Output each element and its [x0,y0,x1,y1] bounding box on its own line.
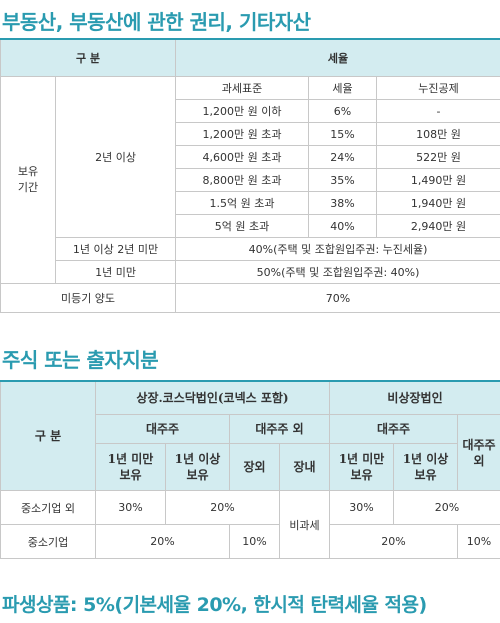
cell-sme-listed-major: 20% [95,524,230,559]
header-onmarket: 장내 [278,443,331,491]
cell-deduction: 1,490만 원 [376,168,500,192]
subheader-deduction: 누진공제 [376,76,500,100]
header-unlisted-over1y: 1년 이상 보유 [393,443,459,491]
cell-sme-unlisted-non-major: 10% [457,524,500,559]
table-row: 4,600만 원 초과 24% 522만 원 [1,145,500,169]
unregistered-transfer-value: 70% [175,283,500,313]
cell-rate: 15% [308,122,378,146]
cell-onmarket-tax-free: 비과세 [278,490,331,559]
row-label-non-sme: 중소기업 외 [0,490,96,525]
table-row: 중소기업 외 30% 20% 비과세 30% 20% [0,490,500,559]
cell-unlisted-major-under1y: 30% [329,490,395,525]
header-listed-non-major: 대주주 외 [228,414,331,444]
cell-base: 5억 원 초과 [175,214,310,238]
cell-listed-major-over1y-offmarket: 20% [165,490,280,525]
cell-rate: 6% [308,99,378,123]
section-title-realestate: 부동산, 부동산에 관한 권리, 기타자산 [2,10,311,34]
unregistered-transfer-label: 미등기 양도 [0,283,177,313]
table-row: 5억 원 초과 40% 2,940만 원 [1,214,500,238]
header-unlisted-non-major: 대주주 외 [457,414,500,491]
two-years-plus-label: 2년 이상 [54,76,177,238]
holding-period-label: 보유 기간 [0,76,56,284]
cell-deduction: 522만 원 [376,145,500,169]
subheader-base: 과세표준 [175,76,310,100]
one-to-two-years-value: 40%(주택 및 조합원입주권: 누진세율) [175,237,500,261]
header-category: 구 분 [0,38,177,77]
cell-rate: 35% [308,168,378,192]
one-to-two-years-label: 1년 이상 2년 미만 [54,237,177,261]
cell-rate: 24% [308,145,378,169]
cell-deduction: 1,940만 원 [376,191,500,215]
header-offmarket: 장외 [229,443,280,491]
cell-sme-offmarket: 10% [229,524,280,559]
header-listed: 상장.코스닥법인(코넥스 포함) [94,380,331,415]
cell-deduction: - [376,99,500,123]
cell-base: 1,200만 원 초과 [175,122,310,146]
cell-rate: 38% [308,191,378,215]
under-one-year-value: 50%(주택 및 조합원입주권: 40%) [175,260,500,284]
header-unlisted-under1y: 1년 미만 보유 [329,443,395,491]
cell-base: 4,600만 원 초과 [175,145,310,169]
header-listed-major: 대주주 [95,414,230,444]
cell-deduction: 108만 원 [376,122,500,146]
table-row: 중소기업 20% 10% 20% 10% [0,524,500,559]
cell-base: 1,200만 원 이하 [175,99,310,123]
cell-listed-major-under1y: 30% [95,490,166,525]
header-unlisted-major: 대주주 [329,414,459,444]
header-category: 구 분 [0,380,96,491]
section-title-derivatives: 파생상품: 5%(기본세율 20%, 한시적 탄력세율 적용) [2,594,427,616]
row-label-sme: 중소기업 [0,524,96,559]
cell-base: 1.5억 원 초과 [175,191,310,215]
cell-rate: 40% [308,214,378,238]
table-row: 8,800만 원 초과 35% 1,490만 원 [1,168,500,192]
under-one-year-label: 1년 미만 [54,260,177,284]
cell-deduction: 2,940만 원 [376,214,500,238]
stocks-tax-table: 구 분 상장.코스닥법인(코넥스 포함) 비상장법인 대주주 대주주 외 대주주… [0,380,500,559]
section-title-stocks: 주식 또는 출자지분 [2,348,159,372]
realestate-tax-table: 구 분 세율 보유 기간 2년 이상 과세표준 세율 누진공제 1,200만 원… [0,38,500,313]
cell-unlisted-major-over1y: 20% [393,490,500,525]
header-listed-over1y: 1년 이상 보유 [165,443,230,491]
cell-base: 8,800만 원 초과 [175,168,310,192]
header-rate: 세율 [175,38,500,77]
header-listed-under1y: 1년 미만 보유 [95,443,166,491]
header-unlisted: 비상장법인 [329,380,500,415]
subheader-rate: 세율 [308,76,378,100]
cell-sme-unlisted-major: 20% [329,524,459,559]
